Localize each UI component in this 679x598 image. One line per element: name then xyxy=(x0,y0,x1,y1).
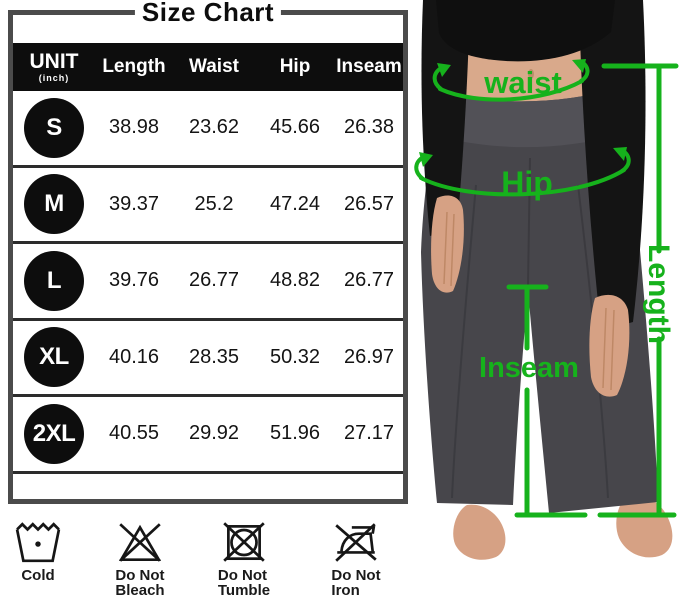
model-waistband xyxy=(441,88,623,148)
size-chart-frame: Size Chart UNIT (inch) Length Waist Hip … xyxy=(8,0,408,504)
table-row-m: M 39.37 25.2 47.24 26.57 xyxy=(13,168,403,244)
length-value: 38.98 xyxy=(108,116,160,139)
table-header-row: UNIT (inch) Length Waist Hip Inseam xyxy=(13,43,403,91)
inseam-measure xyxy=(506,284,588,518)
length-measure xyxy=(597,63,679,518)
hip-value: 50.32 xyxy=(269,345,321,368)
model-right-sleeve xyxy=(579,0,646,331)
model-left-foot xyxy=(453,504,506,560)
length-value: 39.37 xyxy=(108,192,160,215)
table-row-2xl: 2XL 40.55 29.92 51.96 27.17 xyxy=(13,397,403,474)
waist-arrow xyxy=(432,59,590,102)
table-row-l: L 39.76 26.77 48.82 26.77 xyxy=(13,244,403,321)
unit-header-sub: (inch) xyxy=(38,73,70,83)
inseam-header: Inseam xyxy=(336,56,402,77)
model-navel xyxy=(528,69,534,79)
size-badge: XL xyxy=(24,327,84,388)
waist-value: 28.35 xyxy=(188,345,240,368)
inseam-value: 26.97 xyxy=(343,345,395,368)
measurement-annotations xyxy=(414,59,679,518)
model-left-sleeve xyxy=(421,0,470,236)
inseam-value: 27.17 xyxy=(343,422,395,445)
inseam-label: Inseam xyxy=(479,352,579,384)
hip-value: 47.24 xyxy=(269,192,321,215)
finger-lines xyxy=(443,211,615,391)
hip-label: Hip xyxy=(501,165,553,201)
hip-value: 51.96 xyxy=(269,422,321,445)
do-not-bleach-icon xyxy=(118,523,162,562)
length-value: 39.76 xyxy=(108,269,160,292)
hip-arrow xyxy=(414,147,631,197)
table-row-s: S 38.98 23.62 45.66 26.38 xyxy=(13,91,403,168)
model-right-hand xyxy=(589,294,630,397)
size-badge: 2XL xyxy=(24,403,84,464)
hip-value: 48.82 xyxy=(269,269,321,292)
waist-value: 26.77 xyxy=(188,269,240,292)
waist-header: Waist xyxy=(189,56,239,77)
inseam-value: 26.77 xyxy=(343,269,395,292)
size-badge: M xyxy=(24,174,84,235)
chart-title: Size Chart xyxy=(134,0,282,26)
care-item-do-not-bleach: Do Not Bleach xyxy=(100,519,180,598)
length-header: Length xyxy=(102,56,166,77)
size-table: UNIT (inch) Length Waist Hip Inseam S 38… xyxy=(13,43,403,474)
length-value: 40.55 xyxy=(108,422,160,445)
care-item-do-not-iron: Do Not Iron xyxy=(316,519,396,598)
waist-value: 25.2 xyxy=(194,192,234,215)
wash-cold-icon xyxy=(15,522,61,563)
hip-header: Hip xyxy=(279,56,311,77)
size-badge: L xyxy=(24,250,84,311)
care-item-do-not-tumble: Do Not Tumble xyxy=(204,519,284,598)
unit-header-main: UNIT xyxy=(29,50,79,73)
length-value: 40.16 xyxy=(108,345,160,368)
hip-value: 45.66 xyxy=(269,116,321,139)
care-label: Do Not Iron xyxy=(331,567,381,598)
model-left-hand xyxy=(431,195,464,293)
care-label: Do Not Tumble xyxy=(217,567,271,598)
do-not-tumble-icon xyxy=(223,522,265,562)
table-row-xl: XL 40.16 28.35 50.32 26.97 xyxy=(13,321,403,397)
size-badge: S xyxy=(24,97,84,158)
inseam-value: 26.38 xyxy=(343,116,395,139)
unit-header: UNIT (inch) xyxy=(13,51,95,83)
inseam-value: 26.57 xyxy=(343,192,395,215)
care-item-cold: Cold xyxy=(0,519,78,583)
waist-value: 23.62 xyxy=(188,116,240,139)
length-label: Length xyxy=(642,244,675,344)
waist-label: waist xyxy=(483,65,562,100)
model-crop-top xyxy=(436,0,615,62)
care-label: Cold xyxy=(21,567,55,584)
do-not-iron-icon xyxy=(335,523,377,562)
waist-value: 29.92 xyxy=(188,422,240,445)
care-label: Do Not Bleach xyxy=(115,567,165,598)
